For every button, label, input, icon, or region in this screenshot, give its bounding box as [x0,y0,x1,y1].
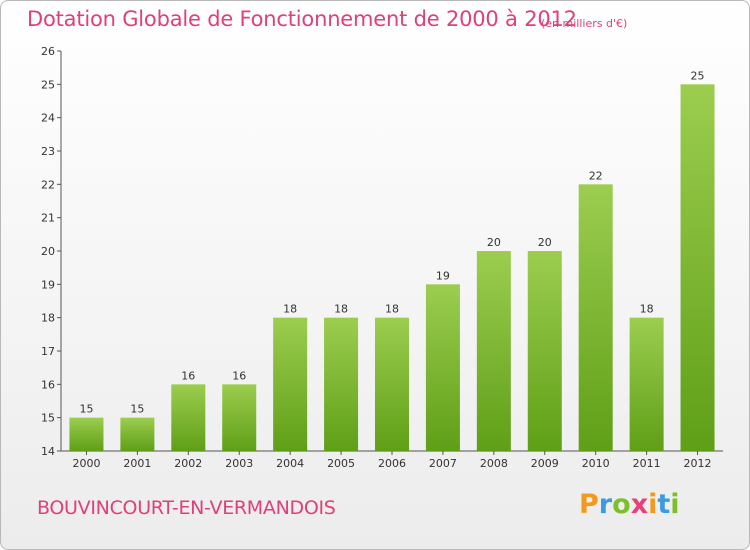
bar-value-label: 20 [538,236,552,249]
bar [222,384,257,451]
y-tick-label: 18 [41,312,55,325]
bar [69,417,104,451]
bar-value-label: 18 [640,303,654,316]
axes: 14 15 16 17 18 19 20 21 22 23 24 25 26 [41,45,723,458]
bar-value-label: 15 [130,403,144,416]
x-tick-label: 2005 [327,457,355,470]
x-tick-label: 2004 [276,457,304,470]
bar-value-label: 20 [487,236,501,249]
bar [476,251,511,451]
y-tick-label: 19 [41,278,55,291]
y-tick-label: 17 [41,345,55,358]
x-tick-label: 2008 [480,457,508,470]
x-tick-label: 2001 [123,457,151,470]
logo-letter: r [598,489,613,520]
bar [425,284,460,451]
x-tick-label: 2012 [684,457,712,470]
x-tick-label: 2007 [429,457,457,470]
x-tick-label: 2010 [582,457,610,470]
y-tick-label: 22 [41,178,55,191]
y-tick-label: 16 [41,378,55,391]
bar [120,417,155,451]
proxiti-logo[interactable]: Proxiti [579,489,680,520]
x-tick-label: 2011 [633,457,661,470]
commune-name: BOUVINCOURT-EN-VERMANDOIS [37,497,336,519]
bar [171,384,206,451]
x-tick-label: 2000 [72,457,100,470]
bar [680,84,715,451]
bar-value-label: 19 [436,269,450,282]
x-tick-label: 2003 [225,457,253,470]
chart-title: Dotation Globale de Fonctionnement de 20… [27,7,577,31]
y-tick-label: 20 [41,245,55,258]
bar [578,184,613,452]
bar-value-label: 15 [79,403,93,416]
labels: 15 2000 15 2001 16 2002 16 2003 18 2004 18 2005 18 20… [72,69,711,470]
logo-letter: i [670,489,680,520]
y-tick-label: 26 [41,45,55,58]
logo-letter: P [579,489,599,520]
y-tick-label: 24 [41,112,55,125]
bar [629,317,664,451]
logo-letter: i [648,489,658,520]
bar [527,251,562,451]
bar [375,317,409,451]
bar-value-label: 16 [181,369,195,382]
x-tick-label: 2002 [174,457,202,470]
bar-value-label: 16 [232,369,246,382]
x-tick-label: 2006 [378,457,406,470]
chart-subtitle: (en milliers d'€) [541,17,628,30]
logo-letter: o [612,489,631,520]
y-tick-label: 25 [41,78,55,91]
y-tick-label: 21 [41,212,55,225]
y-tick-label: 15 [41,412,55,425]
y-tick-label: 14 [41,445,55,458]
logo-letter: t [657,489,671,520]
bar-value-label: 18 [283,303,297,316]
bar-value-label: 25 [691,69,705,82]
bar [324,317,359,451]
x-tick-label: 2009 [531,457,559,470]
logo-letter: x [630,489,649,520]
bar-value-label: 18 [334,303,348,316]
y-tick-label: 23 [41,145,55,158]
bar-value-label: 18 [385,303,399,316]
bar-value-label: 22 [589,169,603,182]
bar [273,317,308,451]
bars [69,84,715,452]
